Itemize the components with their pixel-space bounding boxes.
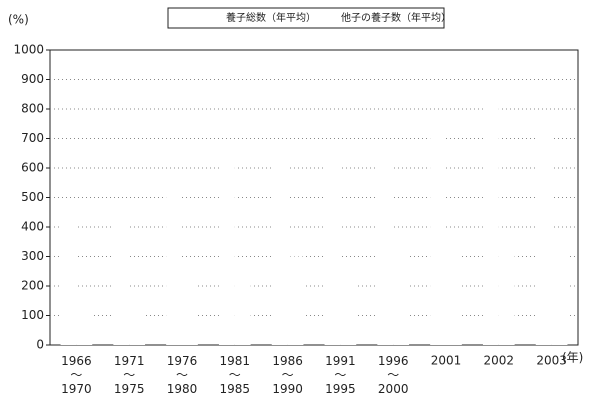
bar (340, 259, 357, 345)
bar (76, 306, 93, 345)
y-tick-label: 500 (21, 190, 44, 204)
x-tick-label: 2001 (431, 354, 462, 368)
legend-box (167, 7, 445, 29)
y-tick-label: 800 (21, 102, 44, 116)
y-tick-label: 300 (21, 249, 44, 263)
legend-swatch (213, 12, 225, 24)
bar (113, 203, 130, 345)
y-tick-label: 1000 (13, 43, 44, 57)
x-tick-label: 1991 〜 1995 (325, 354, 356, 396)
y-tick-label: 0 (36, 338, 44, 352)
bar (60, 221, 77, 345)
y-tick-label: 200 (21, 279, 44, 293)
x-tick-label: 1966 〜 1970 (61, 354, 92, 396)
x-tick-label: 2002 (484, 354, 515, 368)
bar (234, 262, 251, 345)
y-tick-label: 100 (21, 308, 44, 322)
bar (324, 156, 341, 345)
y-tick-label: 600 (21, 161, 44, 175)
x-axis-label: (年) (562, 351, 583, 365)
y-tick-label: 400 (21, 220, 44, 234)
bar (498, 238, 515, 345)
y-tick-label: 900 (21, 72, 44, 86)
legend-label: 他子の養子数（年平均） (341, 11, 451, 24)
y-tick-label: 700 (21, 131, 44, 145)
legend-label: 養子総数（年平均） (226, 11, 316, 24)
bar (430, 132, 446, 345)
bar (271, 153, 288, 345)
x-tick-label: 1996 〜 2000 (378, 354, 409, 396)
legend-swatch (328, 12, 340, 24)
bar (551, 244, 568, 345)
bar (446, 247, 462, 345)
bar (129, 288, 146, 345)
x-tick-label: 1986 〜 1990 (272, 354, 303, 396)
bar (377, 150, 394, 345)
x-tick-label: 1976 〜 1980 (167, 354, 198, 396)
bar (218, 162, 235, 345)
bar (535, 120, 552, 345)
bar (182, 283, 198, 345)
bar (393, 253, 410, 345)
x-tick-label: 2003 (536, 354, 567, 368)
bar (482, 103, 499, 345)
y-axis-label: (%) (8, 13, 29, 27)
x-tick-label: 1981 〜 1985 (220, 354, 251, 396)
bar (287, 256, 304, 345)
bar (166, 191, 182, 345)
x-tick-label: 1971 〜 1975 (114, 354, 145, 396)
